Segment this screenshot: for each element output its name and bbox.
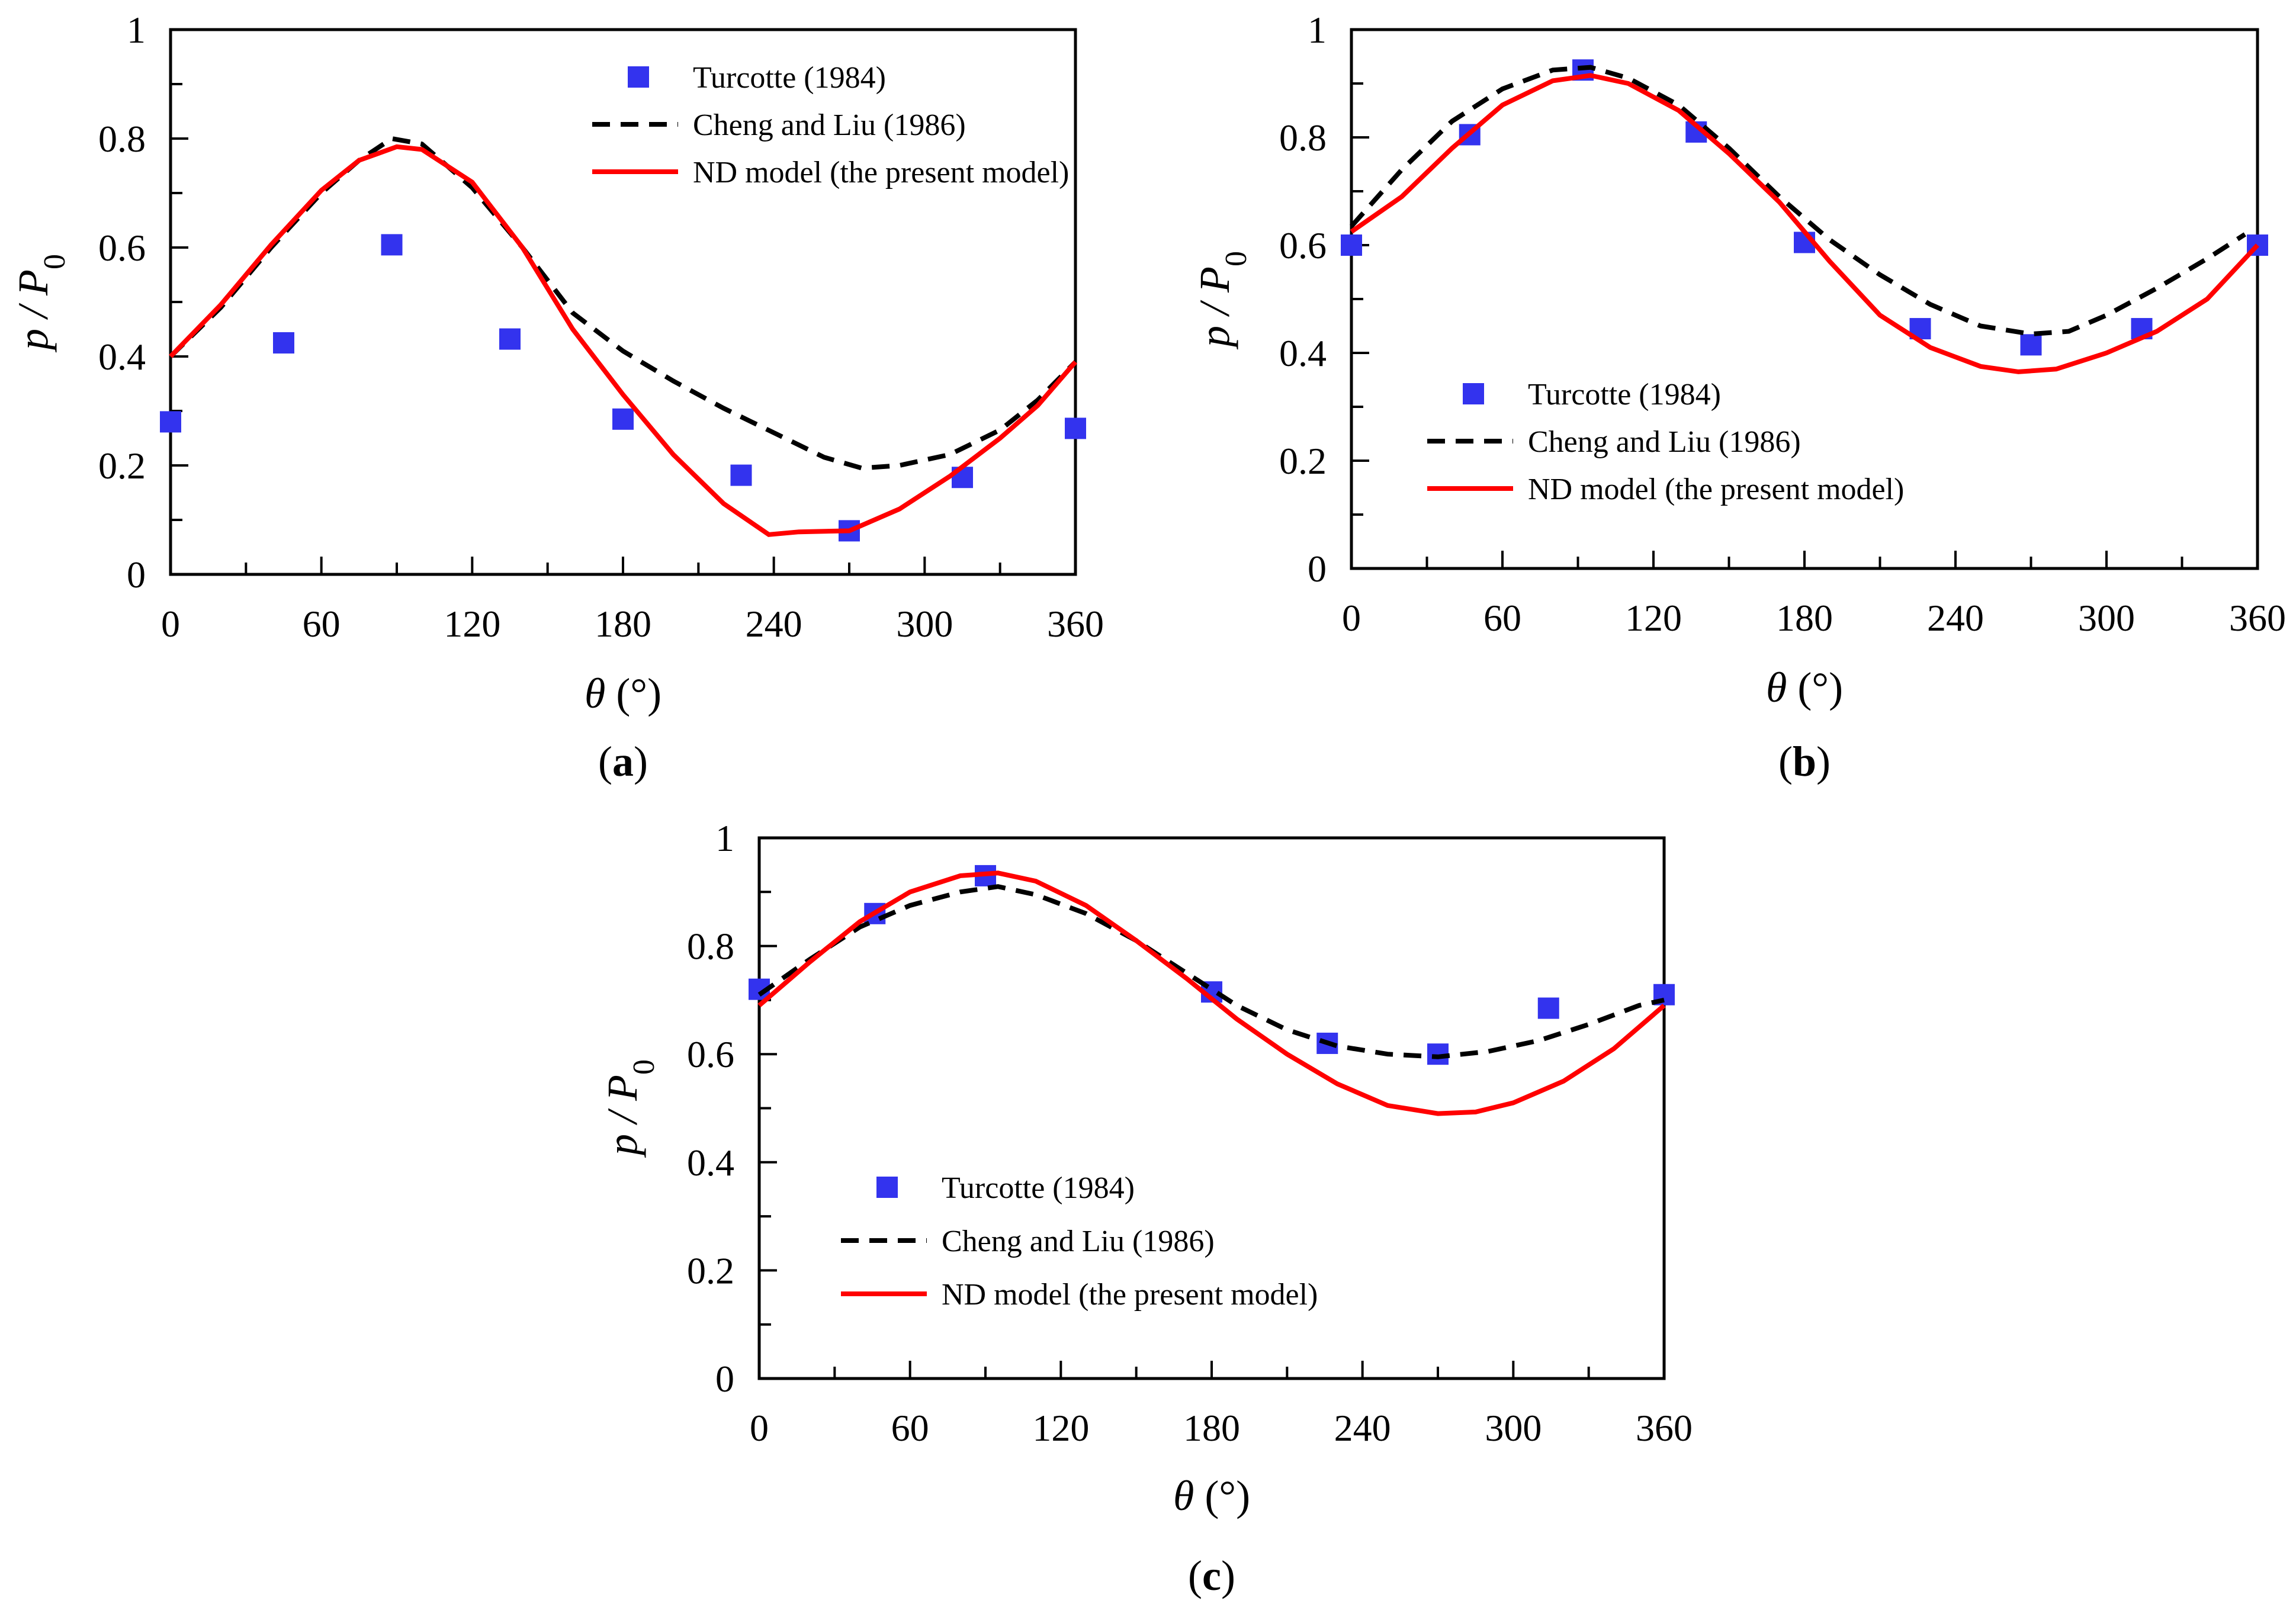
x-axis-label: θ (°) (1766, 664, 1843, 711)
y-tick-label: 0.6 (98, 227, 146, 269)
x-tick-label: 240 (746, 603, 802, 645)
x-tick-label: 60 (303, 603, 341, 645)
turcotte-point (730, 464, 752, 486)
x-tick-label: 120 (444, 603, 500, 645)
y-tick-label: 0.2 (687, 1249, 734, 1291)
x-tick-label: 120 (1032, 1407, 1089, 1449)
turcotte-point (1537, 997, 1559, 1019)
legend-entry-label: ND model (the present model) (693, 156, 1069, 189)
legend-entry-label: Turcotte (1984) (693, 61, 886, 95)
legend-entry-label: Cheng and Liu (1986) (693, 108, 966, 142)
turcotte-point (160, 411, 181, 433)
y-tick-label: 0.4 (1279, 332, 1327, 374)
cheng-liu-line (757, 884, 1665, 1059)
cheng-liu-line (1350, 65, 2246, 337)
x-tick-label: 360 (1636, 1407, 1693, 1449)
panel-label: (c) (1188, 1552, 1235, 1599)
x-tick-label: 300 (1485, 1407, 1542, 1449)
y-tick-label: 1 (715, 817, 734, 859)
y-tick-label: 0 (127, 554, 146, 596)
legend-entry-label: Turcotte (1984) (942, 1171, 1135, 1205)
y-tick-label: 0.6 (687, 1033, 734, 1075)
x-tick-label: 180 (595, 603, 651, 645)
turcotte-point (1341, 234, 1362, 256)
x-tick-label: 0 (750, 1407, 769, 1449)
nd-model-line (757, 870, 1666, 1116)
legend-entry-label: ND model (the present model) (942, 1278, 1318, 1312)
nd-model-line (1350, 73, 2259, 374)
x-tick-label: 0 (161, 603, 180, 645)
legend-entry-label: Turcotte (1984) (1528, 378, 1721, 412)
legend-turcotte-marker (628, 66, 649, 88)
x-tick-label: 240 (1334, 1407, 1391, 1449)
x-tick-label: 60 (1483, 597, 1521, 639)
y-tick-label: 0.8 (98, 118, 146, 160)
legend: Turcotte (1984) Cheng and Liu (1986) ND mo… (1427, 378, 1904, 506)
y-tick-label: 0.2 (98, 445, 146, 487)
x-tick-label: 360 (1047, 603, 1104, 645)
panel-label: (a) (598, 738, 648, 785)
y-tick-label: 0 (715, 1358, 734, 1400)
chart-panel-a: 0 60 120 180 240 300 360 0 0.2 0.4 0.6 0.8 1 θ (°) p /… (9, 9, 1104, 785)
y-tick-label: 0.4 (98, 336, 146, 378)
y-axis-label: p / P0 (599, 1059, 661, 1158)
x-tick-label: 300 (896, 603, 953, 645)
y-axis-label: p / P0 (1191, 251, 1253, 350)
x-tick-label: 120 (1625, 597, 1682, 639)
turcotte-point (1065, 417, 1086, 439)
x-axis-label: θ (°) (585, 670, 661, 717)
turcotte-point (273, 332, 294, 354)
turcotte-point (2020, 334, 2042, 356)
y-tick-label: 0.6 (1279, 224, 1327, 266)
y-tick-label: 0 (1308, 548, 1327, 590)
y-tick-label: 0.8 (687, 926, 734, 968)
y-tick-label: 0.4 (687, 1142, 734, 1184)
legend-entry-label: Cheng and Liu (1986) (942, 1225, 1215, 1258)
x-tick-label: 360 (2229, 597, 2286, 639)
legend-entry-label: Cheng and Liu (1986) (1528, 425, 1801, 459)
turcotte-point (612, 408, 634, 430)
chart-panel-c: 0 60 120 180 240 300 360 0 0.2 0.4 0.6 0.8 1 θ (°) p /… (599, 817, 1693, 1599)
legend-turcotte-marker (876, 1177, 898, 1198)
x-tick-label: 180 (1183, 1407, 1240, 1449)
x-tick-label: 300 (2078, 597, 2135, 639)
legend: Turcotte (1984) Cheng and Liu (1986) ND mo… (841, 1171, 1318, 1312)
x-tick-label: 60 (891, 1407, 929, 1449)
turcotte-point (381, 234, 403, 256)
chart-panel-b: 0 60 120 180 240 300 360 0 0.2 0.4 0.6 0.8 1 θ (°) p /… (1191, 9, 2286, 785)
y-tick-label: 1 (127, 9, 146, 51)
y-tick-label: 0.2 (1279, 440, 1327, 482)
legend-turcotte-marker (1463, 383, 1484, 404)
y-axis-label: p / P0 (9, 254, 72, 353)
x-tick-label: 180 (1776, 597, 1833, 639)
x-axis-label: θ (°) (1173, 1472, 1250, 1519)
y-tick-label: 0.8 (1279, 117, 1327, 159)
y-tick-label: 1 (1308, 9, 1327, 51)
x-tick-label: 240 (1927, 597, 1984, 639)
nd-model-line (169, 144, 1078, 537)
legend: Turcotte (1984) Cheng and Liu (1986) ND mo… (592, 61, 1069, 189)
panel-label: (b) (1778, 738, 1831, 785)
legend-entry-label: ND model (the present model) (1528, 473, 1904, 506)
turcotte-point (499, 328, 521, 350)
x-tick-label: 0 (1342, 597, 1361, 639)
